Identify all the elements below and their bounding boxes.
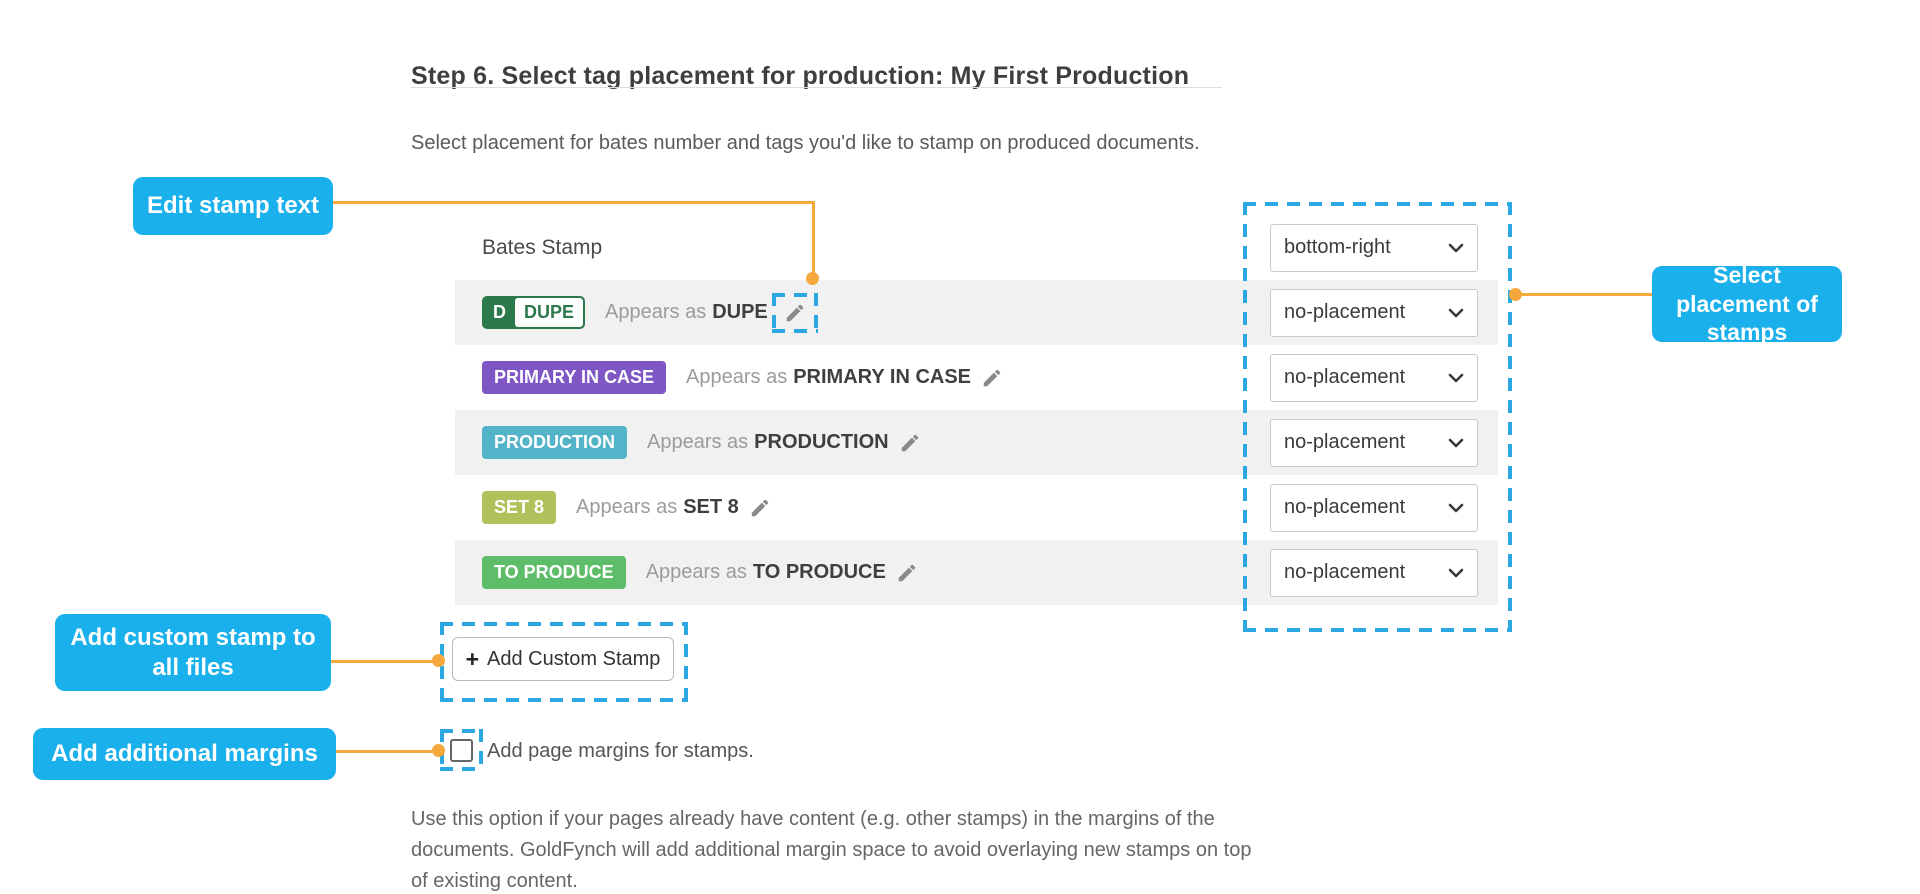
row-label-area: PRIMARY IN CASE Appears as PRIMARY IN CAS…: [455, 361, 1270, 394]
tag-badge-set-8: SET 8: [482, 491, 557, 524]
placement-select-value: no-placement: [1284, 561, 1406, 583]
placement-select-value: no-placement: [1284, 496, 1406, 518]
connector-line-add-margins: [336, 750, 441, 753]
connector-dot-add-custom-stamp: [432, 654, 445, 667]
chevron-down-icon: [1448, 308, 1464, 317]
stamp-text-value: TO PRODUCE: [752, 561, 886, 583]
page-margins-checkbox[interactable]: [450, 739, 473, 762]
callout-add-custom-stamp: Add custom stamp to all files: [55, 614, 331, 691]
edit-pencil-icon[interactable]: [784, 302, 806, 324]
row-label-area: PRODUCTION Appears as PRODUCTION: [455, 426, 1270, 459]
placement-select-primary-in-case[interactable]: no-placement: [1270, 353, 1478, 402]
table-row-dupe: D DUPE Appears as DUPE no-placement: [455, 280, 1498, 345]
placement-select-to-produce[interactable]: no-placement: [1270, 548, 1478, 597]
highlight-frame-edit-pencil: [771, 292, 818, 333]
edit-pencil-icon[interactable]: [981, 367, 1003, 389]
connector-line-edit-stamp-vertical: [812, 201, 815, 277]
stamp-text-value: PRODUCTION: [754, 431, 889, 453]
table-row-to-produce: TO PRODUCE Appears as TO PRODUCE no-place…: [455, 540, 1498, 605]
connector-dot-edit-stamp: [806, 272, 819, 285]
page-title: Step 6. Select tag placement for product…: [411, 61, 1190, 90]
add-custom-stamp-label: Add Custom Stamp: [487, 647, 661, 670]
placement-select-set-8[interactable]: no-placement: [1270, 483, 1478, 532]
callout-edit-stamp-text: Edit stamp text: [133, 177, 333, 235]
callout-add-additional-margins: Add additional margins: [33, 728, 336, 780]
placement-select-bates[interactable]: bottom-right: [1270, 223, 1478, 272]
callout-select-placement: Select placement of stamps: [1652, 262, 1842, 345]
connector-line-edit-stamp: [333, 201, 815, 204]
appears-as-text: Appears as TO PRODUCE: [645, 561, 886, 583]
chevron-down-icon: [1448, 243, 1464, 252]
row-label-area: SET 8 Appears as SET 8: [455, 491, 1270, 524]
connector-line-add-custom-stamp: [331, 660, 441, 663]
row-label-area: Bates Stamp: [455, 236, 1270, 260]
edit-pencil-icon[interactable]: [899, 432, 921, 454]
connector-line-select-placement: [1515, 293, 1652, 296]
appears-as-text: Appears as PRIMARY IN CASE: [686, 366, 972, 388]
stamp-text-value: PRIMARY IN CASE: [793, 366, 972, 388]
placement-select-value: no-placement: [1284, 431, 1406, 453]
margins-help-text: Use this option if your pages already ha…: [411, 808, 1252, 892]
stamp-text-value: DUPE: [712, 301, 768, 323]
tag-badge-production: PRODUCTION: [482, 426, 627, 459]
bates-stamp-label: Bates Stamp: [482, 235, 603, 259]
placement-select-production[interactable]: no-placement: [1270, 418, 1478, 467]
page-subtitle: Select placement for bates number and ta…: [411, 132, 1200, 154]
edit-pencil-icon[interactable]: [749, 497, 771, 519]
appears-as-text: Appears as SET 8: [576, 496, 739, 518]
table-row-bates: Bates Stamp bottom-right: [455, 215, 1498, 280]
tag-badge-dupe: D DUPE: [482, 296, 586, 329]
chevron-down-icon: [1448, 438, 1464, 447]
edit-pencil-icon[interactable]: [896, 562, 918, 584]
placement-select-dupe[interactable]: no-placement: [1270, 288, 1478, 337]
tag-badge-label: DUPE: [515, 298, 584, 327]
chevron-down-icon: [1448, 503, 1464, 512]
title-divider: [411, 87, 1222, 88]
table-row-primary-in-case: PRIMARY IN CASE Appears as PRIMARY IN CAS…: [455, 345, 1498, 410]
table-row-production: PRODUCTION Appears as PRODUCTION no-place…: [455, 410, 1498, 475]
page-margins-label[interactable]: Add page margins for stamps.: [487, 740, 754, 762]
tag-badge-to-produce: TO PRODUCE: [482, 556, 626, 589]
row-label-area: D DUPE Appears as DUPE: [455, 292, 1270, 333]
chevron-down-icon: [1448, 373, 1464, 382]
appears-as-text: Appears as PRODUCTION: [647, 431, 889, 453]
chevron-down-icon: [1448, 568, 1464, 577]
placement-select-value: no-placement: [1284, 301, 1406, 323]
appears-as-text: Appears as DUPE: [605, 301, 768, 323]
add-custom-stamp-button[interactable]: + Add Custom Stamp: [452, 637, 674, 681]
table-row-set-8: SET 8 Appears as SET 8 no-placement: [455, 475, 1498, 540]
connector-dot-add-margins: [432, 744, 445, 757]
plus-icon: +: [465, 645, 479, 672]
placement-select-value: bottom-right: [1284, 236, 1391, 258]
row-label-area: TO PRODUCE Appears as TO PRODUCE: [455, 556, 1270, 589]
tag-badge-primary-in-case: PRIMARY IN CASE: [482, 361, 667, 394]
stamp-text-value: SET 8: [683, 496, 739, 518]
connector-dot-select-placement: [1509, 288, 1522, 301]
tag-badge-initial: D: [493, 302, 506, 322]
placement-select-value: no-placement: [1284, 366, 1406, 388]
